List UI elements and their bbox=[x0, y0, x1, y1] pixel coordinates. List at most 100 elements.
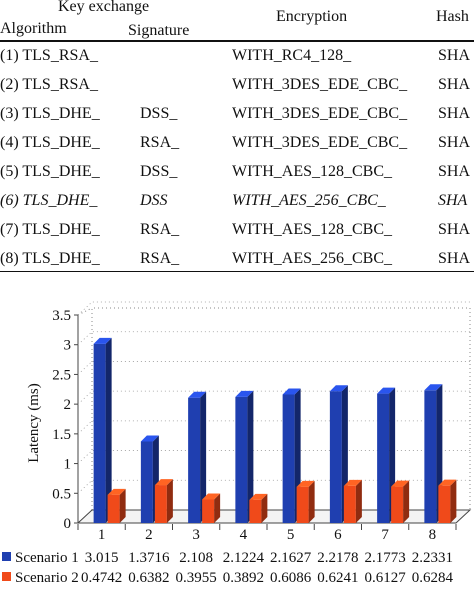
hash-cell: SHA bbox=[438, 76, 471, 93]
data-value-label: 2.1627 bbox=[270, 550, 312, 566]
bar-side bbox=[247, 390, 254, 523]
bar-scenario-1-cat-3 bbox=[188, 391, 207, 523]
signature-cell: RSA_ bbox=[140, 250, 180, 267]
data-value-label: 0.6241 bbox=[317, 570, 358, 586]
bar-top bbox=[377, 387, 396, 394]
hash-cell: SHA bbox=[438, 221, 471, 238]
encryption-cell: WITH_3DES_EDE_CBC_ bbox=[232, 134, 408, 151]
bar-top bbox=[188, 391, 207, 398]
bar-top bbox=[296, 480, 315, 487]
bar-scenario-2-cat-8 bbox=[438, 479, 457, 523]
bar-front bbox=[282, 394, 295, 523]
signature-cell: DSS_ bbox=[140, 105, 178, 122]
hash-cell: SHA bbox=[438, 105, 471, 122]
bottom-rule bbox=[0, 271, 474, 273]
x-tick-label: 4 bbox=[240, 527, 248, 543]
bar-top bbox=[249, 493, 268, 500]
x-tick-label: 6 bbox=[334, 527, 342, 543]
bar-side bbox=[166, 479, 173, 523]
header-rule bbox=[0, 40, 474, 42]
bar-top bbox=[140, 435, 159, 442]
bar-top bbox=[235, 390, 254, 397]
bar-front bbox=[329, 391, 342, 523]
x-tick-label: 3 bbox=[192, 527, 200, 543]
bar-side bbox=[200, 391, 207, 523]
x-tick-label: 1 bbox=[98, 527, 106, 543]
legend-row-2: Scenario 2 0.4742 0.6382 0.3955 0.3892 0.6086… bbox=[2, 570, 454, 586]
bar-front bbox=[249, 499, 262, 523]
bar-front bbox=[391, 486, 404, 523]
bar-top bbox=[107, 488, 126, 495]
bar-side bbox=[308, 480, 315, 523]
bar-top bbox=[202, 493, 221, 500]
bar-scenario-2-cat-6 bbox=[343, 479, 362, 523]
bar-top bbox=[282, 388, 301, 395]
bar-scenario-2-cat-3 bbox=[202, 493, 221, 523]
bars bbox=[93, 337, 457, 523]
legend-series-name: Scenario 1 bbox=[15, 550, 79, 566]
data-value-label: 2.2178 bbox=[317, 550, 358, 566]
algorithm-header: Algorithm bbox=[0, 20, 67, 37]
algorithm-cell: (3) TLS_DHE_ bbox=[0, 105, 100, 122]
cipher-suite-table: Key exchange Algorithm Signature Encrypt… bbox=[0, 0, 474, 273]
algorithm-cell: (1) TLS_RSA_ bbox=[0, 47, 98, 64]
encryption-cell: WITH_AES_256_CBC_ bbox=[232, 192, 386, 209]
encryption-header: Encryption bbox=[276, 8, 348, 25]
gridline bbox=[77, 390, 470, 405]
y-tick-labels: 0 0.5 1 1.5 2 2.5 3 3.5 bbox=[52, 308, 78, 532]
y-axis-label: Latency (ms) bbox=[26, 383, 42, 463]
bar-side bbox=[261, 493, 268, 523]
encryption-cell: WITH_AES_256_CBC_ bbox=[232, 250, 392, 267]
gridline bbox=[77, 450, 470, 464]
signature-cell: RSA_ bbox=[140, 221, 180, 238]
signature-cell: DSS_ bbox=[140, 163, 178, 180]
chart-frame bbox=[76, 307, 472, 524]
data-value-label: 3.015 bbox=[85, 550, 119, 566]
bar-side bbox=[403, 480, 410, 523]
data-value-label: 0.6127 bbox=[365, 570, 407, 586]
bar-top bbox=[391, 480, 410, 487]
data-value-label: 2.1773 bbox=[365, 550, 406, 566]
x-tick-label: 2 bbox=[145, 527, 153, 543]
x-tick-labels: 1 2 3 4 5 6 7 8 bbox=[77, 524, 457, 543]
floor bbox=[76, 509, 472, 524]
top-edge bbox=[77, 307, 93, 316]
hash-header: Hash bbox=[436, 8, 469, 25]
data-value-label: 2.2331 bbox=[412, 550, 453, 566]
data-value-label: 1.3716 bbox=[128, 550, 170, 566]
bar-top bbox=[438, 479, 457, 486]
bar-front bbox=[438, 485, 451, 523]
data-value-label: 2.1224 bbox=[223, 550, 265, 566]
legend-swatch bbox=[2, 572, 11, 581]
bar-front bbox=[154, 485, 167, 523]
data-value-label: 0.4742 bbox=[81, 570, 122, 586]
data-value-label: 0.6382 bbox=[128, 570, 169, 586]
y-tick-label: 2.5 bbox=[52, 367, 71, 383]
bar-front bbox=[377, 393, 390, 523]
y-tick-label: 1.5 bbox=[52, 427, 71, 443]
bar-front bbox=[107, 494, 120, 523]
algorithm-cell: (8) TLS_DHE_ bbox=[0, 250, 100, 267]
bar-side bbox=[105, 337, 112, 523]
hash-cell: SHA bbox=[438, 163, 471, 180]
bar-scenario-2-cat-1 bbox=[107, 488, 126, 523]
encryption-cell: WITH_3DES_EDE_CBC_ bbox=[232, 105, 408, 122]
legend-row-1: Scenario 1 3.015 1.3716 2.108 2.1224 2.1627 2.… bbox=[2, 550, 453, 566]
gridline bbox=[77, 479, 470, 494]
y-tick-label: 0.5 bbox=[52, 486, 71, 502]
bar-front bbox=[424, 390, 437, 523]
y-tick-label: 2 bbox=[64, 397, 72, 413]
bar-scenario-1-cat-1 bbox=[93, 337, 112, 523]
encryption-cell: WITH_RC4_128_ bbox=[232, 47, 352, 64]
y-tick-label: 3.5 bbox=[52, 308, 71, 324]
key-exchange-header: Key exchange bbox=[58, 0, 150, 15]
gridline bbox=[77, 331, 470, 346]
gridline bbox=[77, 420, 470, 435]
bar-top bbox=[93, 337, 112, 344]
bar-side bbox=[214, 493, 221, 523]
x-tick-label: 8 bbox=[429, 527, 437, 543]
bar-front bbox=[93, 343, 106, 523]
back-wall bbox=[91, 307, 471, 510]
hash-cell: SHA bbox=[438, 192, 468, 209]
bar-top bbox=[329, 385, 348, 392]
